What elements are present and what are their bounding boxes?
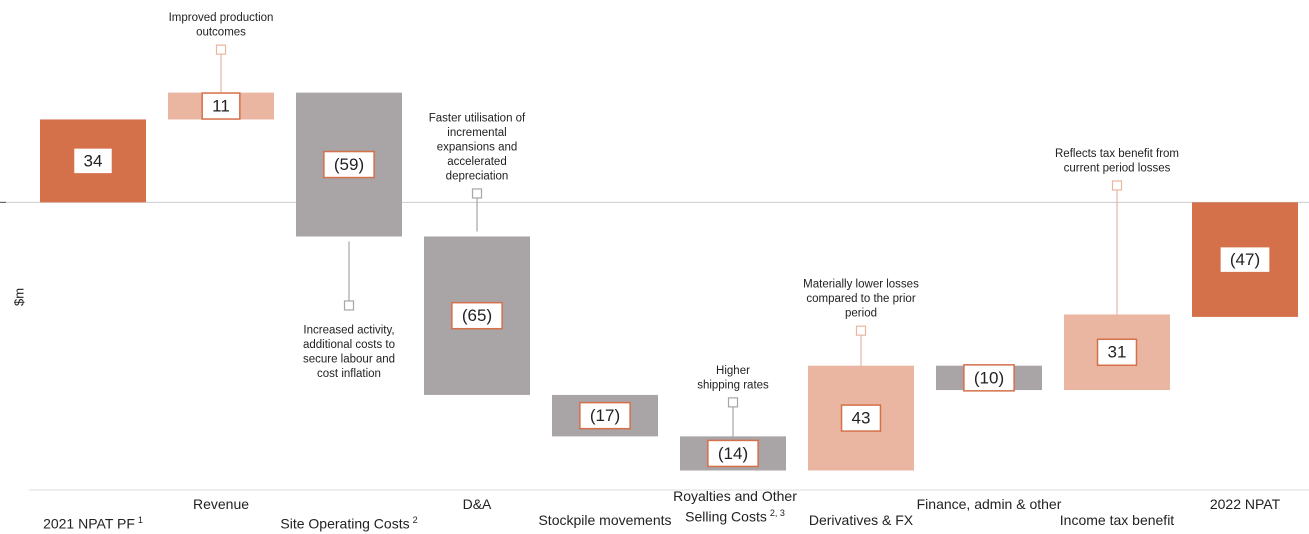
value-label-box <box>963 364 1015 392</box>
x-tick-label: Stockpile movements <box>505 512 705 529</box>
category-text: 2021 NPAT PF <box>43 515 135 532</box>
category-text: Income tax benefit <box>1059 512 1175 528</box>
value-label-box <box>451 301 503 330</box>
value-label: 43 <box>852 409 871 428</box>
annotation-marker <box>471 188 483 199</box>
annotation-text: current period losses <box>1064 163 1171 175</box>
annotation-text: Higher <box>716 365 750 377</box>
annotation-text: Faster utilisation of <box>429 112 526 124</box>
annotation-text: accelerated <box>447 156 506 168</box>
value-label-box <box>201 92 241 120</box>
x-tick-label: Royalties and Other Selling Costs 2, 3 <box>665 488 805 526</box>
value-label: (10) <box>974 368 1004 387</box>
annotation-marker <box>1111 180 1123 191</box>
annotation-text: outcomes <box>196 27 246 39</box>
annotation-text: shipping rates <box>697 379 769 391</box>
value-label-box <box>72 147 114 175</box>
annotation-marker <box>855 325 867 336</box>
value-label-box <box>707 439 759 468</box>
value-label-box <box>323 150 375 179</box>
x-tick-label: Site Operating Costs 2 <box>249 512 449 533</box>
category-text: D&A <box>462 496 492 512</box>
x-tick-label: Revenue <box>121 496 321 513</box>
value-label-group: (47) <box>1219 245 1271 274</box>
x-tick-label: Finance, admin & other <box>889 496 1089 513</box>
value-label-box <box>1219 245 1271 274</box>
value-label: 34 <box>84 151 103 170</box>
category-text: Royalties and Other Selling Costs <box>673 488 797 525</box>
x-tick-label: D&A <box>377 496 577 513</box>
value-label: (17) <box>590 406 620 425</box>
annotation-marker <box>727 397 739 408</box>
category-text: 2022 NPAT <box>1209 496 1281 512</box>
annotation-text: Materially lower losses <box>803 279 919 291</box>
x-tick-label: 2021 NPAT PF 1 <box>0 512 193 533</box>
annotation-text: compared to the prior <box>806 293 915 305</box>
footnote-marker: 1 <box>137 515 143 525</box>
annotation-text: Improved production <box>169 12 274 24</box>
footnote-marker: 2, 3 <box>769 508 785 518</box>
value-label: (14) <box>718 444 748 463</box>
annotation-text: incremental <box>447 127 506 139</box>
annotation-text: period <box>845 308 877 320</box>
value-label-group: 43 <box>840 404 882 432</box>
category-text: Stockpile movements <box>538 512 672 528</box>
x-tick-label: 2022 NPAT <box>1145 496 1309 513</box>
annotation-text: depreciation <box>446 170 509 182</box>
value-label-box <box>840 404 882 432</box>
annotation-marker <box>215 44 227 55</box>
value-label: (65) <box>462 306 492 325</box>
value-label-group: (10) <box>963 364 1015 392</box>
category-text: Revenue <box>192 496 250 512</box>
value-label-group: (14) <box>707 439 759 468</box>
annotation-marker <box>343 300 355 311</box>
annotation-text: Increased activity, <box>303 324 394 336</box>
x-tick-label: Income tax benefit <box>1017 512 1217 529</box>
annotation-text: expansions and <box>437 141 518 153</box>
value-label-group: 34 <box>72 147 114 175</box>
value-label-box <box>579 401 631 430</box>
value-label-group: (17) <box>579 401 631 430</box>
value-label-group: (65) <box>451 301 503 330</box>
footnote-marker: 2 <box>412 515 418 525</box>
annotation-text: Reflects tax benefit from <box>1055 148 1179 160</box>
category-text: Site Operating Costs <box>280 515 410 532</box>
annotation-text: secure labour and <box>303 353 395 365</box>
value-label: 31 <box>1108 343 1127 362</box>
value-label: 11 <box>212 97 230 116</box>
value-label-group: 11 <box>201 92 241 120</box>
y-axis-label: $m <box>11 288 26 306</box>
annotation-text: additional costs to <box>303 339 395 351</box>
category-text: Derivatives & FX <box>808 512 914 528</box>
value-label-group: 31 <box>1096 338 1138 367</box>
annotation-text: cost inflation <box>317 368 381 380</box>
value-label: (59) <box>334 155 364 174</box>
category-text: Finance, admin & other <box>916 496 1062 512</box>
value-label-group: (59) <box>323 150 375 179</box>
x-tick-label: Derivatives & FX <box>761 512 961 529</box>
value-label-box <box>1096 338 1138 367</box>
value-label: (47) <box>1230 250 1260 269</box>
